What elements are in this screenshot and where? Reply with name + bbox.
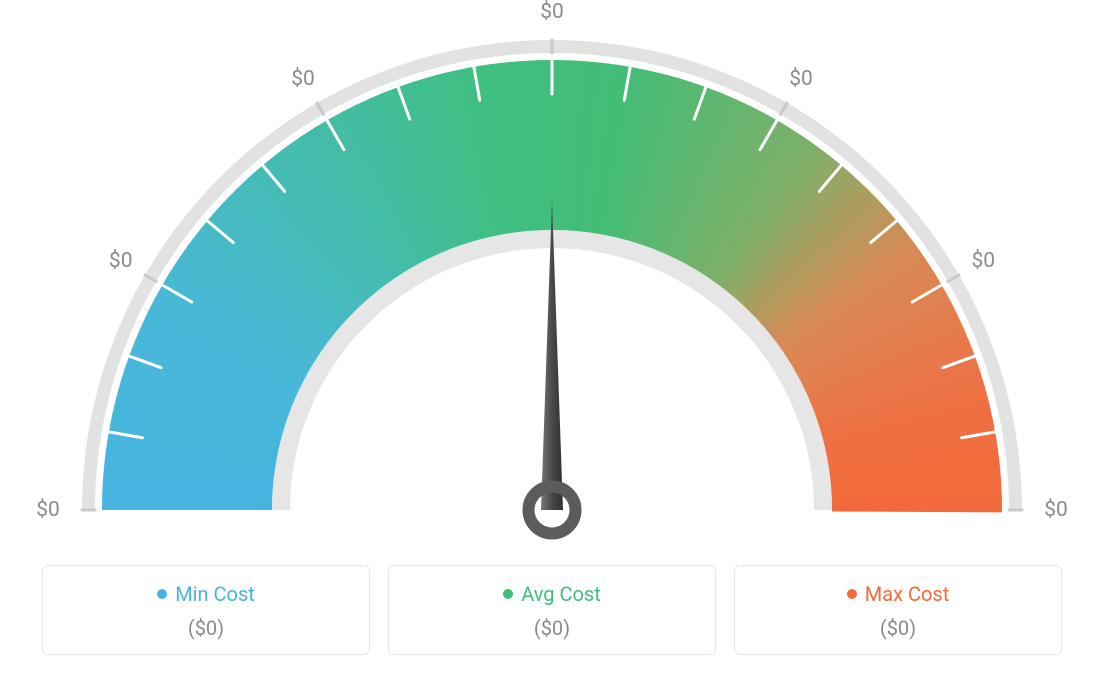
- gauge-tick-label: $0: [109, 249, 133, 273]
- legend-dot-min: [157, 589, 167, 599]
- legend-row: Min Cost ($0) Avg Cost ($0) Max Cost ($0…: [42, 565, 1062, 655]
- gauge-tick-label: $0: [36, 498, 60, 522]
- gauge-svg: [0, 0, 1104, 555]
- legend-value-avg: ($0): [399, 616, 705, 640]
- gauge-tick-label: $0: [540, 0, 564, 24]
- gauge-tick-label: $0: [291, 67, 315, 91]
- gauge-tick-label: $0: [971, 249, 995, 273]
- legend-head-max: Max Cost: [847, 582, 950, 606]
- gauge-tick-label: $0: [789, 67, 813, 91]
- legend-label-min: Min Cost: [175, 582, 255, 606]
- legend-head-avg: Avg Cost: [503, 582, 601, 606]
- legend-card-max: Max Cost ($0): [734, 565, 1062, 655]
- legend-dot-max: [847, 589, 857, 599]
- legend-head-min: Min Cost: [157, 582, 255, 606]
- legend-card-avg: Avg Cost ($0): [388, 565, 716, 655]
- legend-label-avg: Avg Cost: [521, 582, 601, 606]
- legend-value-min: ($0): [53, 616, 359, 640]
- legend-value-max: ($0): [745, 616, 1051, 640]
- legend-label-max: Max Cost: [865, 582, 950, 606]
- cost-gauge-chart: $0 $0 $0 $0 $0 $0 $0 Min Cost ($0) Avg Cost ($…: [0, 0, 1104, 690]
- gauge-svg-wrap: $0 $0 $0 $0 $0 $0 $0: [0, 0, 1104, 555]
- legend-dot-avg: [503, 589, 513, 599]
- gauge-tick-label: $0: [1044, 498, 1068, 522]
- legend-card-min: Min Cost ($0): [42, 565, 370, 655]
